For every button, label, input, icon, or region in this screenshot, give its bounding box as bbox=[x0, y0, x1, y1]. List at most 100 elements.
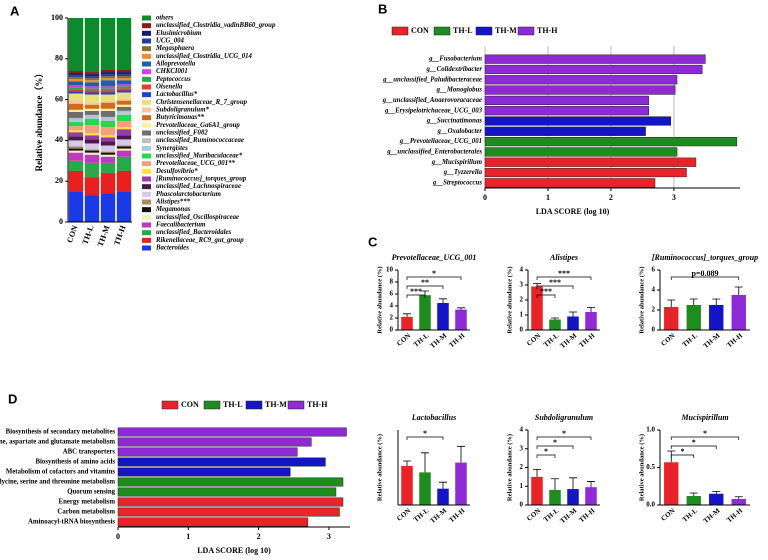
stack-segment bbox=[100, 154, 116, 157]
legend-swatch bbox=[142, 145, 151, 151]
y-tick-label: 6 bbox=[390, 290, 394, 298]
error-bar bbox=[689, 298, 698, 305]
stack-segment bbox=[84, 143, 100, 150]
error-bar bbox=[421, 290, 429, 296]
significance-bracket bbox=[536, 294, 556, 298]
stack-segment bbox=[68, 91, 84, 94]
y-tick-label: 4 bbox=[520, 266, 524, 274]
bar bbox=[401, 316, 413, 330]
bar bbox=[567, 316, 579, 330]
y-tick-label: 40 bbox=[55, 135, 63, 144]
legend-swatch bbox=[142, 230, 151, 236]
stack-segment bbox=[68, 148, 84, 151]
lda-bar bbox=[484, 126, 646, 136]
error-bar bbox=[403, 460, 411, 466]
legend-label: Lactobacillus* bbox=[155, 91, 198, 98]
stack-segment bbox=[100, 18, 116, 71]
y-tick-label: 3 bbox=[520, 281, 524, 289]
bar bbox=[567, 489, 579, 505]
stack-segment bbox=[84, 135, 100, 140]
category-label: g__unclassified_Paludibacteraceae bbox=[382, 76, 482, 83]
stack-segment bbox=[84, 162, 100, 178]
stack-segment bbox=[68, 71, 84, 74]
category-label: Metabolism of cofactors and vitamins bbox=[6, 469, 115, 476]
legend-label: TH-H bbox=[537, 26, 558, 35]
legend-label: unclassified_Oscillospiraceae bbox=[156, 214, 239, 221]
legend-swatch bbox=[142, 138, 151, 144]
legend-swatch bbox=[142, 191, 151, 197]
legend-swatch bbox=[142, 84, 151, 90]
legend-label: Olsenella bbox=[156, 84, 183, 91]
legend-swatch bbox=[142, 107, 151, 113]
stack-segment bbox=[84, 149, 100, 151]
lda-bar bbox=[117, 447, 298, 457]
category-label: Biosynthesis of secondary metabolites bbox=[6, 429, 116, 436]
stack-segment bbox=[100, 88, 116, 91]
stack-segment bbox=[116, 139, 132, 146]
error-bar bbox=[439, 298, 447, 303]
x-tick-label: TH-H bbox=[577, 506, 596, 524]
y-tick-label: 10 bbox=[386, 266, 394, 274]
error-bar bbox=[533, 468, 541, 477]
x-tick-label: TH-H bbox=[447, 331, 466, 349]
lda-bar bbox=[484, 157, 697, 167]
x-tick-label: 1 bbox=[546, 193, 550, 202]
stack-segment bbox=[84, 74, 100, 77]
bar bbox=[531, 286, 543, 330]
x-axis-label: LDA SCORE (log 10) bbox=[536, 207, 610, 216]
category-label: g__Succinatimonas bbox=[426, 118, 482, 125]
significance-bracket bbox=[536, 445, 574, 449]
bar bbox=[585, 487, 597, 505]
bar bbox=[549, 319, 561, 330]
stack-segment bbox=[84, 110, 100, 115]
stack-segment bbox=[100, 74, 116, 77]
legend-swatch bbox=[142, 46, 151, 52]
stack-segment bbox=[100, 141, 116, 146]
lda-bar bbox=[484, 167, 687, 178]
legend-label: TH-L bbox=[223, 400, 243, 409]
lda-bar bbox=[117, 457, 326, 467]
category-label: Carbon metabolism bbox=[57, 509, 115, 516]
legend-label: others bbox=[156, 15, 174, 22]
x-tick-label: CON bbox=[660, 507, 677, 523]
stack-segment bbox=[84, 18, 100, 73]
y-tick-label: 0 bbox=[652, 326, 656, 334]
legend-label: unclassified_F082 bbox=[156, 130, 208, 137]
y-tick-label: 8 bbox=[390, 278, 394, 286]
stack-segment bbox=[68, 87, 84, 90]
legend-label: TH-H bbox=[307, 400, 328, 409]
stack-segment bbox=[100, 100, 116, 103]
significance-bracket bbox=[536, 276, 592, 280]
legend-label: Desulfovibrio* bbox=[155, 168, 198, 175]
stack-segment bbox=[68, 103, 84, 110]
x-tick-label: TH-H bbox=[725, 506, 744, 524]
legend-swatch bbox=[142, 53, 151, 59]
x-tick-label: TH-M bbox=[429, 331, 449, 350]
stack-segment bbox=[100, 116, 116, 119]
stack-segment bbox=[84, 78, 100, 81]
y-axis-label: Relative abundance (%) bbox=[638, 266, 645, 333]
stack-segment bbox=[116, 76, 132, 79]
significance-label: * bbox=[544, 447, 548, 456]
error-bar bbox=[551, 317, 559, 320]
stack-segment bbox=[100, 86, 116, 89]
stack-segment bbox=[100, 108, 116, 111]
y-tick-label: 4 bbox=[652, 286, 656, 294]
bar bbox=[437, 303, 449, 330]
stack-segment bbox=[100, 70, 116, 73]
category-label: g__Oxalobacter bbox=[436, 128, 482, 135]
legend-label: Alloprevotella bbox=[155, 61, 196, 68]
significance-label: p=0.089 bbox=[691, 269, 718, 278]
stack-segment bbox=[100, 152, 116, 155]
stack-segment bbox=[116, 90, 132, 93]
stack-segment bbox=[68, 136, 84, 141]
x-tick-label: 0 bbox=[483, 193, 487, 202]
stack-segment bbox=[84, 177, 100, 196]
stack-segment bbox=[100, 80, 116, 87]
legend-swatch bbox=[142, 130, 151, 136]
stack-segment bbox=[100, 118, 116, 122]
stack-segment bbox=[68, 152, 84, 161]
stack-segment bbox=[100, 156, 116, 163]
x-tick-label: TH-M bbox=[559, 331, 579, 350]
x-tick-label: TH-H bbox=[112, 224, 128, 247]
